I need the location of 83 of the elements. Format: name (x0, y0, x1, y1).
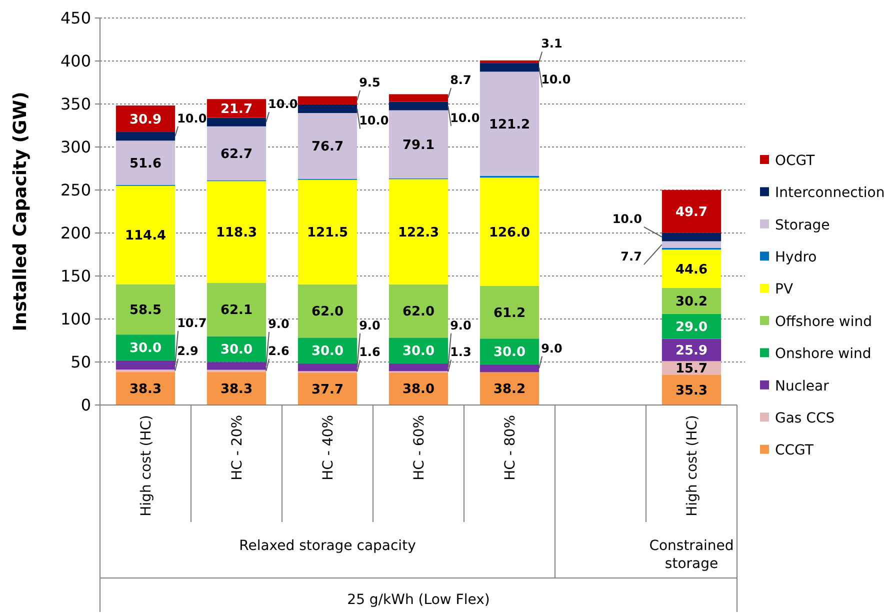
y-tick-label: 300 (60, 138, 91, 157)
y-tick-label: 350 (60, 94, 91, 114)
data-label: 1.3 (450, 344, 472, 359)
data-label: 30.0 (402, 344, 435, 360)
x-tick-label: HC - 40% (320, 415, 336, 480)
data-label: 9.0 (268, 316, 290, 331)
x-tick-label: High cost (HC) (684, 415, 700, 516)
data-label: 38.0 (402, 382, 435, 398)
data-label: 49.7 (675, 204, 708, 220)
data-label: 62.7 (220, 146, 253, 162)
data-label: 118.3 (216, 226, 258, 241)
data-label: 10.0 (177, 111, 207, 126)
data-label: 122.3 (398, 225, 440, 240)
legend-label: Interconnection (775, 185, 885, 202)
data-label: 51.6 (129, 156, 162, 172)
data-label: 8.7 (450, 72, 472, 87)
data-label: 30.9 (129, 112, 162, 128)
data-label: 10.0 (359, 114, 389, 128)
data-label: 25.9 (675, 344, 708, 359)
data-label: 30.0 (129, 341, 162, 356)
data-label: 10.0 (450, 110, 480, 125)
data-label: 58.5 (129, 302, 162, 318)
legend-label: PV (775, 282, 794, 298)
data-label: 30.0 (220, 342, 253, 358)
data-label: 9.0 (450, 318, 472, 332)
legend-label: Gas CCS (775, 410, 835, 426)
legend-label: Storage (775, 217, 830, 234)
legend-label: Offshore wind (775, 314, 872, 330)
data-label: 10.7 (177, 316, 207, 330)
data-label: 1.6 (359, 344, 380, 359)
data-label: 61.2 (493, 306, 526, 321)
data-label: 38.2 (493, 382, 526, 398)
y-tick-label: 250 (60, 180, 91, 200)
y-tick-label: 400 (60, 52, 91, 71)
legend-label: OCGT (775, 152, 816, 169)
data-label: 3.1 (541, 36, 562, 51)
data-label: 21.7 (220, 102, 253, 117)
data-label: 9.5 (359, 75, 380, 90)
legend-label: Onshore wind (775, 346, 872, 362)
y-tick-label: 100 (60, 310, 91, 329)
data-label: 10.0 (612, 212, 642, 226)
legend-label: Nuclear (775, 378, 830, 394)
data-label: 9.0 (359, 318, 380, 332)
legend-label: CCGT (775, 442, 814, 459)
y-tick-label: 200 (60, 224, 91, 243)
data-label: 62.0 (402, 304, 435, 320)
data-label: 114.4 (124, 228, 166, 244)
data-label: 7.7 (620, 250, 642, 264)
data-label: 35.3 (675, 383, 708, 398)
y-tick-label: 150 (60, 266, 91, 286)
text: 25 g/kWh (Low Flex) (347, 592, 490, 608)
data-label: 2.6 (268, 344, 290, 358)
x-tick-label: High cost (HC) (138, 415, 154, 516)
y-axis-title: Installed Capacity (GW) (10, 92, 31, 332)
data-label: 37.7 (311, 382, 344, 398)
x-tick-label: HC - 20% (230, 415, 246, 480)
data-label: 10.0 (268, 97, 298, 112)
data-label: 15.7 (675, 361, 708, 376)
text: Relaxed storage capacity (239, 538, 416, 554)
data-label: 29.0 (675, 320, 708, 335)
data-label: 38.3 (220, 382, 253, 398)
data-label: 10.0 (541, 72, 571, 86)
data-label: 30.2 (675, 294, 708, 310)
y-tick-label: 50 (70, 352, 91, 372)
x-tick-label: HC - 80% (502, 415, 518, 480)
y-tick-label: 0 (80, 396, 91, 415)
data-label: 62.1 (220, 303, 253, 318)
data-label: 62.0 (311, 304, 344, 320)
data-label: 121.5 (306, 226, 348, 241)
text: Constrained storage (649, 538, 734, 572)
legend-label: Hydro (775, 250, 817, 266)
data-label: 126.0 (488, 225, 530, 240)
x-tick-label: HC - 60% (412, 415, 428, 480)
data-label: 76.7 (311, 140, 344, 155)
y-tick-label: 450 (60, 8, 91, 28)
data-label: 2.9 (177, 344, 198, 358)
data-label: 9.0 (541, 341, 562, 356)
data-label: 30.0 (493, 345, 526, 360)
data-label: 38.3 (129, 382, 162, 398)
data-label: 44.6 (675, 262, 708, 278)
data-label: 79.1 (402, 138, 435, 153)
data-label: 30.0 (311, 344, 344, 360)
data-label: 121.2 (488, 117, 530, 132)
